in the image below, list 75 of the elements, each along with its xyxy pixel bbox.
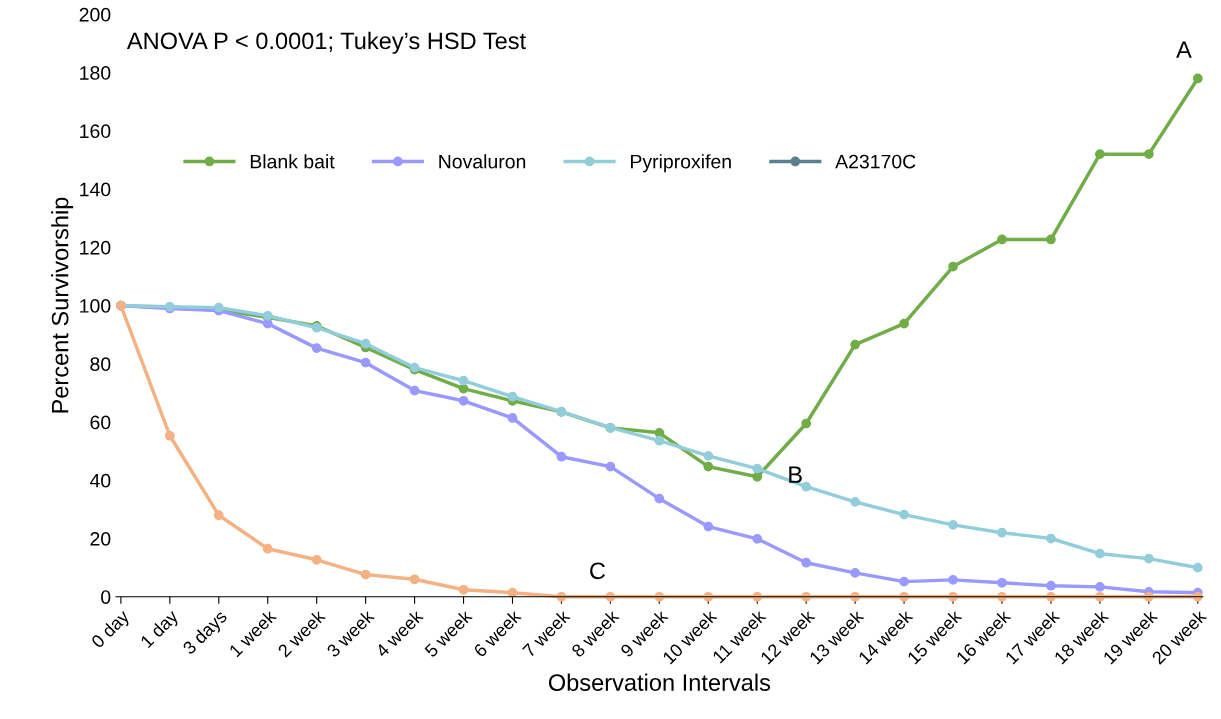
point [262,318,273,329]
annotation: C [590,562,606,580]
point [1046,234,1056,245]
point [997,577,1007,588]
point [703,461,714,472]
y-tick-label: 140 [80,182,111,197]
point [654,435,665,446]
point [850,339,861,350]
point [458,375,469,386]
point [507,413,518,423]
point [703,521,714,532]
point [1046,580,1056,591]
point [948,591,958,602]
annotation: A [1176,41,1192,58]
point [360,338,371,349]
point [213,510,224,521]
point [458,584,469,595]
point [1192,562,1203,573]
point [1143,553,1154,564]
annotation: ANOVA P < 0.0001; Tukey’s HSD Test [126,31,526,54]
point [311,554,322,565]
point [948,519,958,530]
x-axis-title: Observation Intervals [548,673,771,691]
point [1095,582,1105,592]
point [801,481,812,492]
point [752,533,763,544]
y-tick-label: 180 [80,66,111,80]
point [850,496,861,507]
point [899,318,909,329]
point [752,463,763,474]
x-tick-label: 1 day [139,608,182,651]
y-axis-title: Percent Survivorship [51,197,74,413]
legend-label: A23170C [835,154,916,169]
point [997,527,1007,538]
point [360,357,371,368]
point [752,471,763,482]
point [801,418,812,429]
legend-label: Blank bait [250,154,335,169]
y-tick-label: 60 [90,415,111,430]
point [409,385,420,396]
point [997,234,1007,245]
point [899,509,909,520]
y-tick-label: 160 [80,124,111,139]
point [164,430,175,441]
y-tick-label: 200 [79,7,111,22]
y-tick-label: 120 [80,240,111,255]
point [409,574,420,585]
point [801,557,812,568]
point [948,261,958,272]
point [1095,149,1105,160]
y-tick-label: 40 [89,473,111,488]
point [360,569,371,580]
y-tick-label: 100 [80,299,111,313]
legend-label: Novaluron [439,154,526,169]
point [556,451,567,462]
point [262,543,273,554]
point [1046,533,1056,544]
y-tick-label: 0 [101,590,111,605]
point [850,568,861,578]
point [899,576,909,587]
point [1143,149,1154,160]
point [1095,548,1105,559]
point [458,395,469,406]
point [1192,73,1203,84]
point [703,450,714,461]
legend-label: Pyriproxifen [631,154,731,173]
x-tick-label: 0 day [90,608,133,652]
y-tick-label: 20 [90,532,111,546]
point [507,391,518,402]
point [948,575,958,585]
annotation: B [789,466,802,483]
point [605,461,616,472]
point [654,493,665,504]
y-tick-label: 80 [90,357,111,372]
point [311,343,322,353]
